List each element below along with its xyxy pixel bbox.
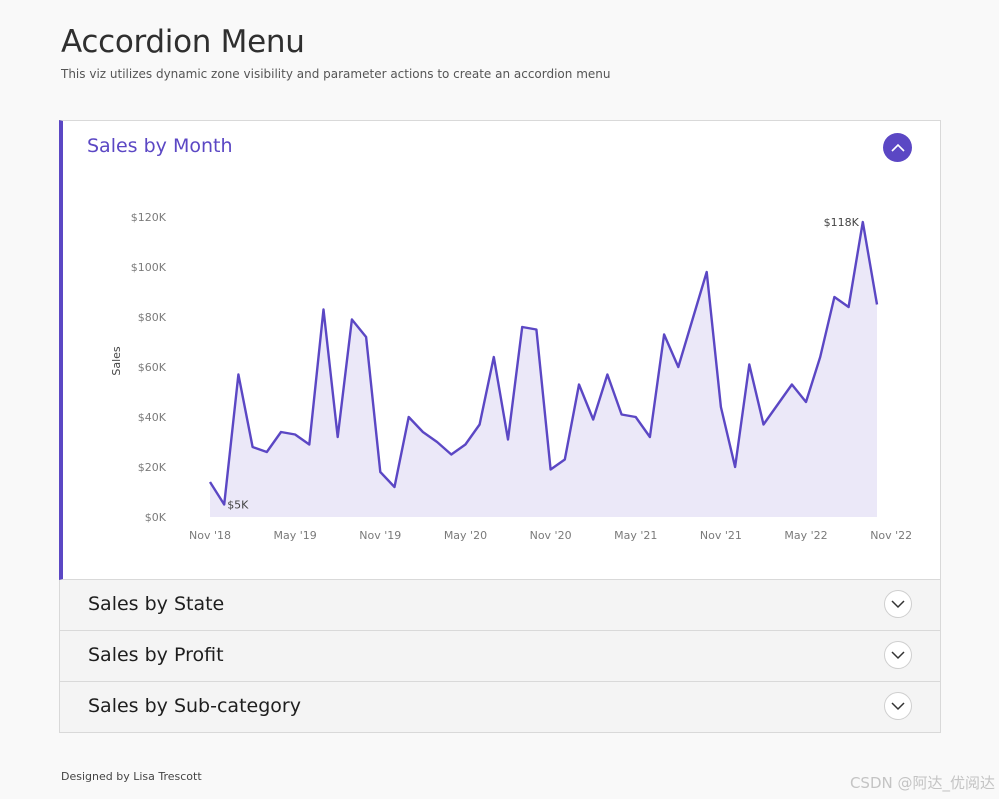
accordion-panel-sales-by-sub-category[interactable]: Sales by Sub-category	[59, 682, 941, 733]
watermark: CSDN @阿达_优阅达	[849, 774, 995, 792]
footer-credit: Designed by Lisa Trescott	[61, 770, 202, 783]
chevron-up-icon	[890, 143, 905, 152]
y-tick-label: $120K	[131, 211, 167, 224]
x-axis: Nov '18 May '19 Nov '19 May '20 Nov '20 May '…	[189, 529, 912, 542]
y-tick-label: $100K	[131, 261, 167, 274]
y-tick-label: $40K	[138, 411, 167, 424]
y-tick-label: $60K	[138, 361, 167, 374]
x-tick-label: Nov '20	[530, 529, 572, 542]
sales-area	[210, 222, 877, 517]
x-tick-label: Nov '21	[700, 529, 742, 542]
panel-title-sales-by-state[interactable]: Sales by State	[88, 593, 225, 615]
page-subtitle: This viz utilizes dynamic zone visibilit…	[61, 67, 611, 81]
collapse-button[interactable]	[883, 133, 912, 162]
accordion-panel-sales-by-profit[interactable]: Sales by Profit	[59, 631, 941, 682]
data-annotation: $118K	[824, 216, 860, 229]
accordion-panel-sales-by-state[interactable]: Sales by State	[59, 580, 941, 631]
expand-button-sales-by-sub-category[interactable]	[884, 692, 912, 720]
x-tick-label: May '20	[444, 529, 487, 542]
y-tick-label: $0K	[145, 511, 167, 524]
page-title: Accordion Menu	[61, 24, 305, 60]
panel-title-sales-by-profit[interactable]: Sales by Profit	[88, 644, 224, 666]
y-axis: $0K $20K $40K $60K $80K $100K $120K	[131, 211, 167, 524]
y-tick-label: $80K	[138, 311, 167, 324]
x-tick-label: May '22	[784, 529, 827, 542]
expand-button-sales-by-state[interactable]	[884, 590, 912, 618]
x-tick-label: Nov '22	[870, 529, 912, 542]
expand-button-sales-by-profit[interactable]	[884, 641, 912, 669]
chevron-down-icon	[891, 701, 905, 710]
sales-line	[208, 220, 879, 506]
data-annotation: $5K	[227, 499, 249, 512]
x-tick-label: May '19	[274, 529, 317, 542]
chevron-down-icon	[891, 599, 905, 608]
accordion-menu: Sales by Month $0K $20K $40K $60K $80K $100K $…	[59, 120, 941, 733]
x-tick-label: May '21	[614, 529, 657, 542]
y-tick-label: $20K	[138, 461, 167, 474]
panel-title-sales-by-month[interactable]: Sales by Month	[87, 135, 233, 157]
x-tick-label: Nov '19	[359, 529, 401, 542]
chevron-down-icon	[891, 650, 905, 659]
y-axis-label: Sales	[110, 346, 123, 376]
chart-annotations: $5K $118K	[227, 216, 859, 512]
x-tick-label: Nov '18	[189, 529, 231, 542]
accordion-panel-sales-by-month: Sales by Month $0K $20K $40K $60K $80K $100K $…	[59, 120, 941, 580]
sales-by-month-chart: $0K $20K $40K $60K $80K $100K $120K Nov '18 May…	[110, 211, 912, 542]
panel-title-sales-by-sub-category[interactable]: Sales by Sub-category	[88, 695, 301, 717]
